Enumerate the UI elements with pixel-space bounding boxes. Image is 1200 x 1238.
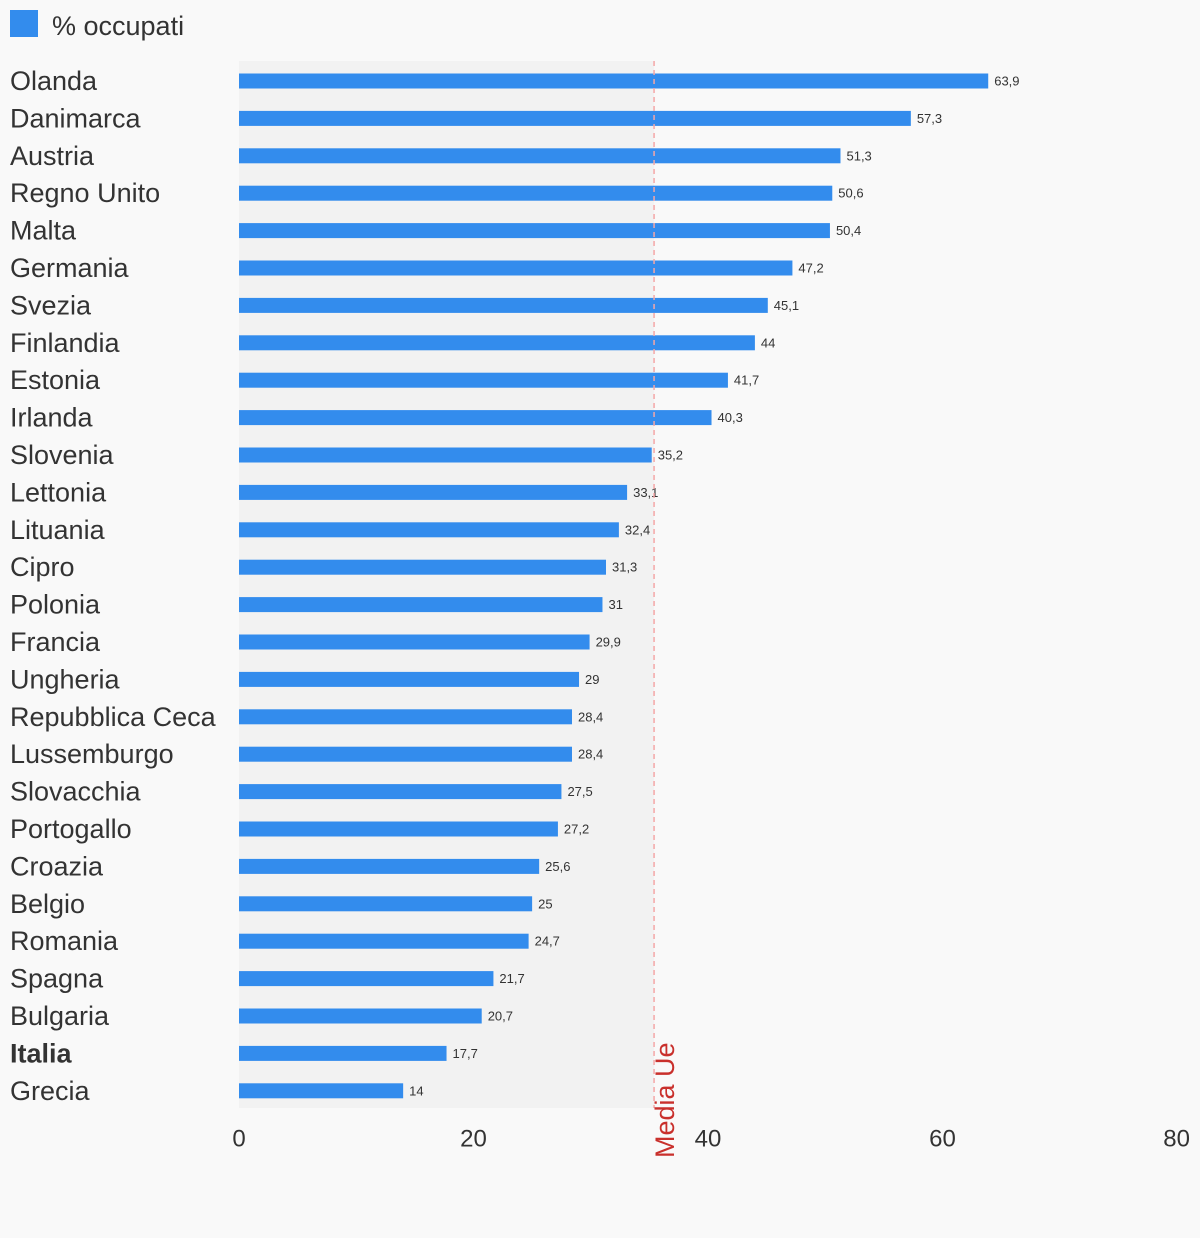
- category-label: Ungheria: [10, 664, 121, 694]
- value-label: 41,7: [734, 373, 759, 388]
- category-label: Lussemburgo: [10, 739, 174, 769]
- category-label: Repubblica Ceca: [10, 702, 217, 732]
- category-label: Svezia: [10, 290, 92, 320]
- value-label: 14: [409, 1083, 423, 1098]
- value-label: 33,1: [633, 485, 658, 500]
- value-label: 44: [761, 335, 775, 350]
- plot-area-shading: [239, 61, 655, 1108]
- value-label: 27,5: [567, 784, 592, 799]
- category-label: Lettonia: [10, 477, 107, 507]
- bar: [239, 671, 580, 687]
- category-label: Romania: [10, 926, 119, 956]
- category-label: Danimarca: [10, 103, 142, 133]
- bar: [239, 223, 830, 239]
- value-label: 32,4: [625, 522, 650, 537]
- category-label: Irlanda: [10, 403, 94, 433]
- value-label: 31: [608, 597, 622, 612]
- value-label: 29,9: [596, 635, 621, 650]
- value-label: 57,3: [917, 111, 942, 126]
- value-label: 27,2: [564, 822, 589, 837]
- x-tick-label: 40: [695, 1126, 722, 1153]
- value-label: 45,1: [774, 298, 799, 313]
- bar: [239, 821, 558, 837]
- bar: [239, 260, 793, 276]
- bar: [239, 447, 652, 463]
- category-label: Slovacchia: [10, 777, 142, 807]
- bar: [239, 1008, 482, 1024]
- bar: [239, 335, 755, 351]
- legend-label: % occupati: [52, 11, 185, 41]
- bars-group: Olanda 63,9 Danimarca 57,3 Austria 51,3 Regno …: [10, 66, 1020, 1106]
- x-tick-label: 20: [460, 1126, 487, 1153]
- bar: [239, 73, 989, 89]
- value-label: 50,4: [836, 223, 861, 238]
- category-label: Spagna: [10, 964, 104, 994]
- bar: [239, 1083, 404, 1099]
- category-label: Polonia: [10, 590, 101, 620]
- bar: [239, 634, 590, 650]
- x-axis-ticks: 0 20 40 60 80: [232, 1126, 1190, 1153]
- category-label: Francia: [10, 627, 101, 657]
- bar: [239, 297, 768, 313]
- bar: [239, 784, 562, 800]
- category-label: Slovenia: [10, 440, 115, 470]
- bar: [239, 110, 911, 126]
- bar: [239, 484, 628, 500]
- legend-swatch: [10, 10, 38, 37]
- bar: [239, 597, 603, 613]
- bar: [239, 971, 494, 987]
- value-label: 35,2: [658, 448, 683, 463]
- category-label: Belgio: [10, 889, 85, 919]
- x-tick-label: 0: [232, 1126, 245, 1153]
- category-label: Austria: [10, 141, 95, 171]
- reference-line-label: Media Ue: [650, 1042, 680, 1158]
- bar: [239, 896, 533, 912]
- category-label: Finlandia: [10, 328, 121, 358]
- bar: [239, 372, 728, 388]
- category-label: Regno Unito: [10, 178, 160, 208]
- x-tick-label: 80: [1163, 1126, 1190, 1153]
- category-label: Croazia: [10, 851, 104, 881]
- value-label: 28,4: [578, 747, 603, 762]
- bar: [239, 148, 841, 164]
- value-label: 50,6: [838, 186, 863, 201]
- value-label: 51,3: [846, 148, 871, 163]
- value-label: 21,7: [499, 971, 524, 986]
- category-label: Bulgaria: [10, 1001, 110, 1031]
- category-label: Estonia: [10, 365, 101, 395]
- category-label: Malta: [10, 216, 77, 246]
- bar: [239, 933, 529, 949]
- value-label: 24,7: [535, 934, 560, 949]
- bar: [239, 522, 619, 538]
- bar: [239, 185, 833, 201]
- category-label: Lituania: [10, 515, 106, 545]
- value-label: 28,4: [578, 709, 603, 724]
- value-label: 17,7: [453, 1046, 478, 1061]
- value-label: 31,3: [612, 560, 637, 575]
- bar: [239, 746, 572, 762]
- value-label: 20,7: [488, 1009, 513, 1024]
- bar: [239, 410, 712, 426]
- value-label: 25,6: [545, 859, 570, 874]
- value-label: 63,9: [994, 74, 1019, 89]
- value-label: 40,3: [718, 410, 743, 425]
- category-label: Grecia: [10, 1076, 91, 1106]
- bar: [239, 858, 540, 874]
- value-label: 25: [538, 896, 552, 911]
- value-label: 29: [585, 672, 599, 687]
- bar: [239, 559, 606, 575]
- bar: [239, 709, 572, 725]
- category-label: Germania: [10, 253, 130, 283]
- value-label: 47,2: [798, 261, 823, 276]
- category-label: Cipro: [10, 552, 75, 582]
- category-label: Olanda: [10, 66, 98, 96]
- bar: [239, 1045, 447, 1061]
- category-label: Italia: [10, 1038, 73, 1068]
- category-label: Portogallo: [10, 814, 132, 844]
- x-tick-label: 60: [929, 1126, 956, 1153]
